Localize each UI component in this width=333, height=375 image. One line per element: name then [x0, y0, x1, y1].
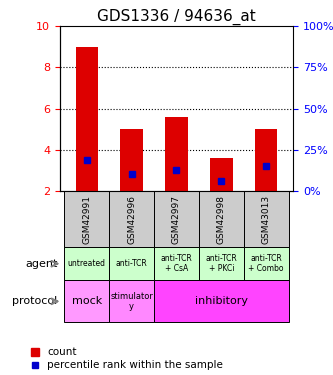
FancyBboxPatch shape	[154, 247, 199, 280]
Title: GDS1336 / 94636_at: GDS1336 / 94636_at	[97, 9, 256, 25]
Text: stimulator
y: stimulator y	[110, 292, 153, 311]
Text: percentile rank within the sample: percentile rank within the sample	[47, 360, 223, 370]
Bar	[210, 158, 232, 191]
Text: agent: agent	[25, 259, 58, 269]
Bar	[255, 129, 277, 191]
Bar	[165, 117, 188, 191]
FancyBboxPatch shape	[64, 191, 109, 247]
Text: GSM42996: GSM42996	[127, 195, 136, 243]
Text: mock: mock	[72, 296, 102, 306]
Text: anti-TCR
+ CsA: anti-TCR + CsA	[161, 254, 192, 273]
Text: anti-TCR: anti-TCR	[116, 259, 148, 268]
Text: protocol: protocol	[12, 296, 58, 306]
Bar	[76, 47, 98, 191]
Text: count: count	[47, 346, 77, 357]
Text: anti-TCR
+ PKCi: anti-TCR + PKCi	[205, 254, 237, 273]
Text: GSM42991: GSM42991	[82, 195, 91, 243]
FancyBboxPatch shape	[154, 280, 289, 322]
Text: inhibitory: inhibitory	[195, 296, 248, 306]
FancyBboxPatch shape	[64, 280, 109, 322]
Text: GSM42998: GSM42998	[217, 195, 226, 243]
FancyBboxPatch shape	[199, 247, 244, 280]
Text: GSM42997: GSM42997	[172, 195, 181, 243]
FancyBboxPatch shape	[199, 191, 244, 247]
FancyBboxPatch shape	[244, 191, 289, 247]
Text: GSM43013: GSM43013	[262, 195, 271, 244]
Text: untreated: untreated	[68, 259, 106, 268]
FancyBboxPatch shape	[109, 280, 154, 322]
FancyBboxPatch shape	[64, 247, 109, 280]
Text: anti-TCR
+ Combo: anti-TCR + Combo	[248, 254, 284, 273]
FancyBboxPatch shape	[109, 247, 154, 280]
FancyBboxPatch shape	[244, 247, 289, 280]
FancyBboxPatch shape	[109, 191, 154, 247]
Bar	[121, 129, 143, 191]
FancyBboxPatch shape	[154, 191, 199, 247]
